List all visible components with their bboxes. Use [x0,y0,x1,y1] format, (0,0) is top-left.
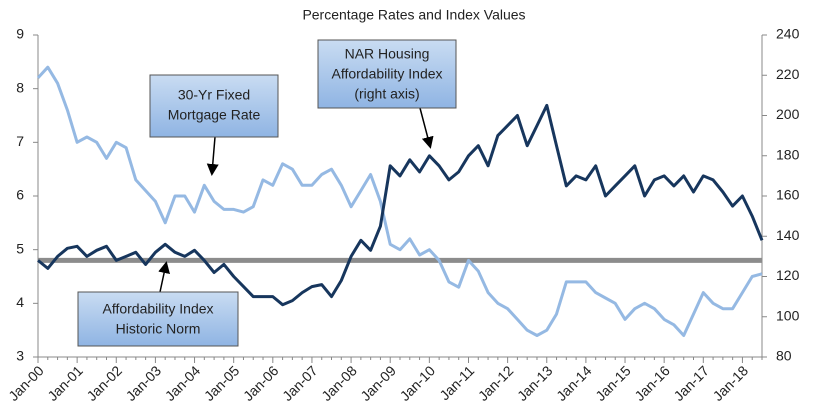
x-tick-label: Jan-05 [201,362,243,404]
x-tick-label: Jan-11 [436,362,477,403]
x-tick-label: Jan-13 [514,362,556,404]
x-tick-label: Jan-03 [123,362,165,404]
x-tick-label: Jan-07 [279,362,321,404]
x-tick-label: Jan-14 [553,362,595,404]
y-tick-label: 9 [16,26,24,42]
y-tick-label: 7 [16,133,24,149]
annotation: Affordability Index Historic Norm [77,261,239,347]
x-tick-label: Jan-10 [397,362,439,404]
annotation-text: Affordability Index [331,66,442,82]
x-tick-label: Jan-17 [670,362,712,404]
x-tick-label: Jan-06 [240,362,282,404]
y-tick-label: 8 [16,79,24,95]
y2-tick-label: 220 [776,66,800,82]
y-tick-label: 4 [16,294,24,310]
y2-tick-label: 120 [776,267,800,283]
y2-tick-label: 140 [776,227,800,243]
x-tick-label: Jan-04 [162,362,204,404]
annotation-box [317,39,457,109]
y-tick-label: 5 [16,240,24,256]
y2-tick-label: 240 [776,26,800,42]
x-tick-label: Jan-18 [710,362,752,404]
annotation: 30-Yr Fixed Mortgage Rate [149,74,279,176]
annotation-text: (right axis) [354,86,419,102]
y-tick-label: 3 [16,348,24,364]
x-tick-label: Jan-02 [83,362,125,404]
annotation-box [77,291,239,347]
x-tick-label: Jan-01 [44,362,86,404]
y2-tick-label: 200 [776,106,800,122]
annotation-text: 30-Yr Fixed [178,87,250,103]
series-line [37,103,764,307]
y2-tick-label: 80 [776,348,792,364]
x-tick-label: Jan-00 [5,362,47,404]
x-tick-label: Jan-09 [357,362,399,404]
annotation-text: Historic Norm [116,321,201,337]
series-line [36,65,763,337]
annotation-text: NAR Housing [345,46,430,62]
annotation-box [149,74,279,138]
annotation-text: Mortgage Rate [168,107,261,123]
annotation: NAR Housing Affordability Index (right a… [317,39,457,149]
y2-tick-label: 100 [776,307,800,323]
y2-tick-label: 160 [776,187,800,203]
chart-title: Percentage Rates and Index Values [302,7,525,23]
x-tick-label: Jan-15 [592,362,634,404]
y2-tick-label: 180 [776,146,800,162]
annotation-text: Affordability Index [102,301,213,317]
x-tick-label: Jan-16 [631,362,673,404]
x-tick-label: Jan-08 [318,362,360,404]
y-tick-label: 6 [16,187,24,203]
x-tick-label: Jan-12 [475,362,517,404]
